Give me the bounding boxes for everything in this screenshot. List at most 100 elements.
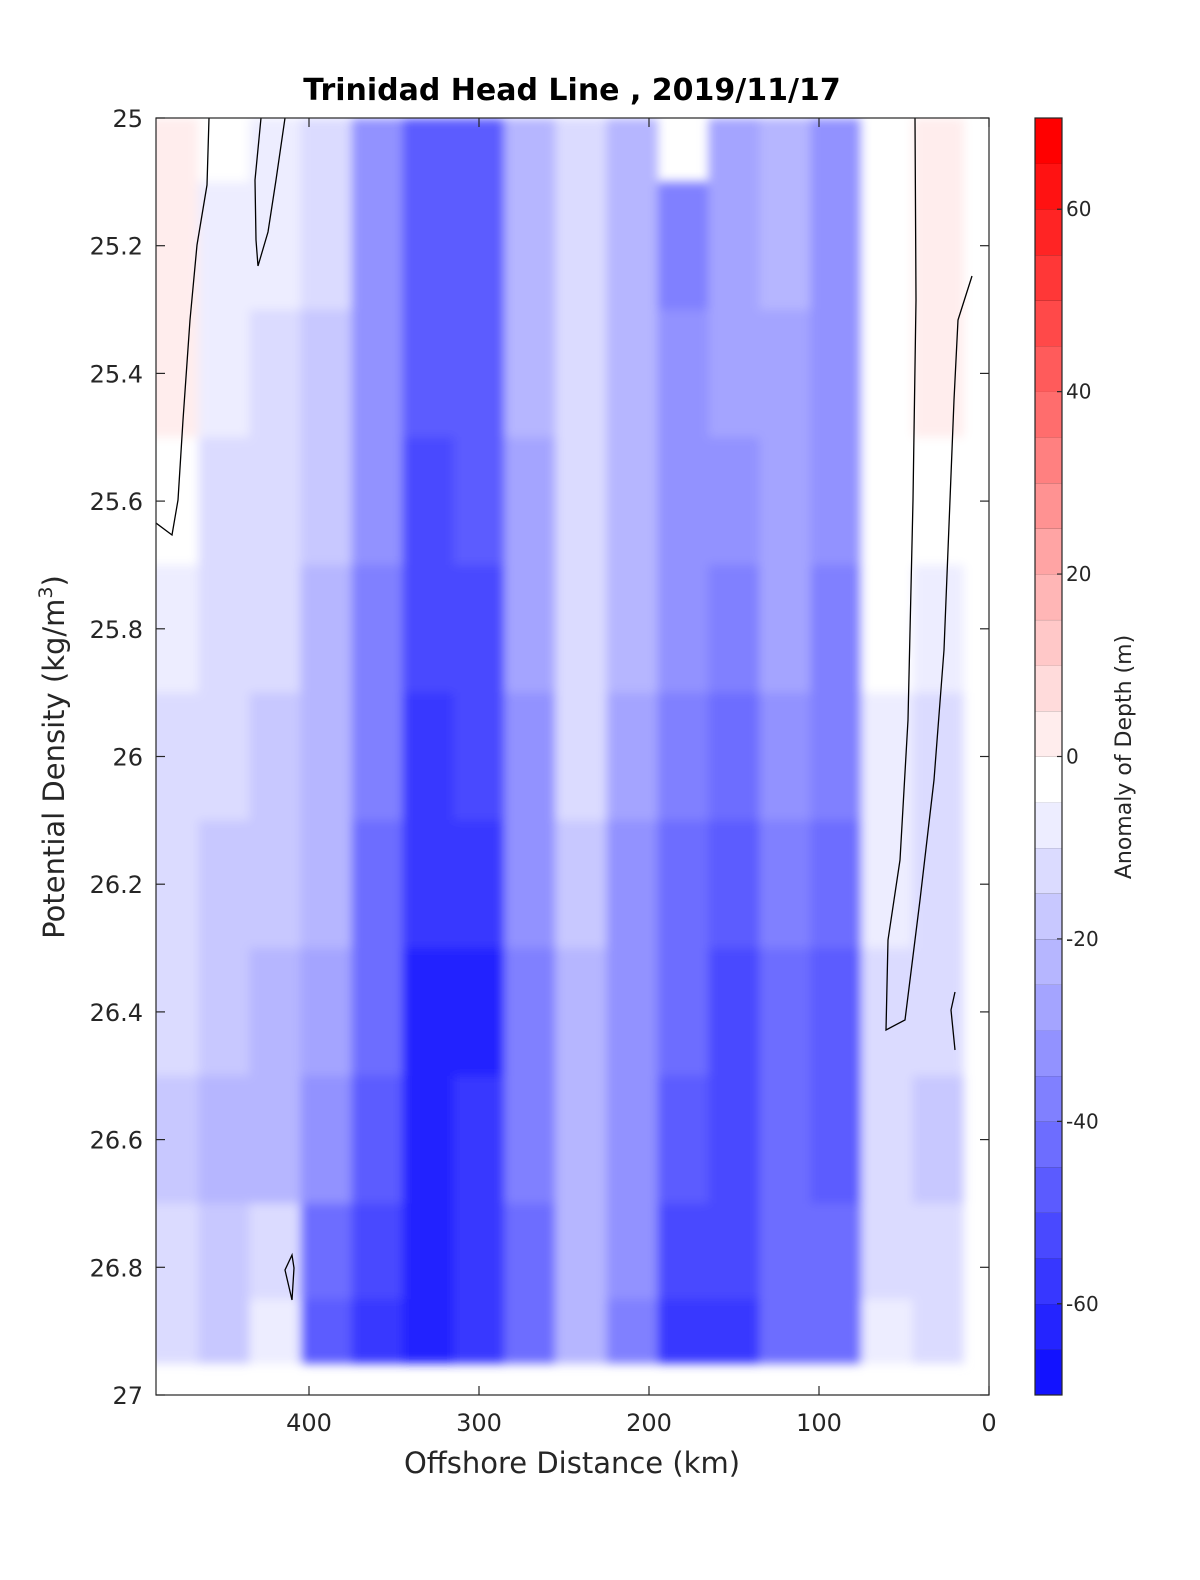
y-tick-label: 26.6 — [90, 1127, 143, 1155]
y-axis-label-end: ) — [37, 575, 71, 586]
heatmap-cell — [810, 820, 862, 949]
heatmap-cell — [249, 692, 301, 821]
heatmap-cell — [759, 564, 811, 694]
heatmap-cell — [759, 692, 811, 821]
heatmap-cell — [402, 181, 454, 311]
heatmap-cell — [453, 309, 505, 438]
heatmap-cell — [555, 181, 607, 311]
colorbar-band — [1035, 1030, 1062, 1077]
heatmap-cell — [810, 437, 862, 566]
heatmap-cell — [810, 309, 862, 438]
heatmap-cell — [810, 692, 862, 821]
colorbar-band — [1035, 847, 1062, 894]
heatmap-cell — [912, 948, 964, 1077]
colorbar-band — [1035, 1212, 1062, 1259]
heatmap-cell — [156, 181, 199, 311]
heatmap-cell — [300, 948, 352, 1077]
heatmap-cell — [555, 1075, 607, 1204]
heatmap-cell — [156, 948, 199, 1077]
heatmap-cell — [351, 1299, 403, 1364]
heatmap-cell — [402, 692, 454, 821]
heatmap-cell — [555, 118, 607, 183]
heatmap-cell — [912, 820, 964, 949]
heatmap-cell — [300, 118, 352, 183]
heatmap-cell — [912, 181, 964, 311]
heatmap-cell — [156, 692, 199, 821]
y-tick-label: 25 — [112, 105, 143, 133]
heatmap-cell — [453, 1075, 505, 1204]
heatmap-cell — [402, 437, 454, 566]
heatmap-cell — [198, 309, 250, 438]
heatmap-cell — [759, 118, 811, 183]
heatmap-cell — [861, 1075, 913, 1204]
heatmap-cell — [708, 820, 760, 949]
heatmap-cell — [249, 437, 301, 566]
heatmap-cell — [198, 948, 250, 1077]
heatmap-cell — [657, 1203, 709, 1300]
heatmap-cell — [351, 181, 403, 311]
heatmap-cell — [810, 1299, 862, 1364]
colorbar-band — [1035, 437, 1062, 484]
heatmap-cell — [912, 437, 964, 566]
heatmap-cell — [810, 1075, 862, 1204]
heatmap-cell — [759, 1075, 811, 1204]
heatmap-cell — [555, 564, 607, 694]
heatmap-cell — [861, 118, 913, 183]
colorbar-band — [1035, 619, 1062, 666]
heatmap-cell — [606, 564, 658, 694]
x-axis-ticks: 400 300 200 100 0 — [286, 118, 997, 1437]
heatmap-cell — [198, 181, 250, 311]
heatmap-cell — [912, 1203, 964, 1300]
y-tick-label: 25.8 — [90, 616, 143, 644]
heatmap-cell — [402, 1299, 454, 1364]
y-tick-label: 25.6 — [90, 488, 143, 516]
colorbar-tick-label: 40 — [1066, 380, 1091, 404]
heatmap-cell — [606, 437, 658, 566]
heatmap-cell — [555, 437, 607, 566]
heatmap-cell — [453, 181, 505, 311]
heatmap-cell — [300, 1299, 352, 1364]
heatmap-cell — [351, 309, 403, 438]
y-tick-label: 26.8 — [90, 1254, 143, 1282]
x-tick-label: 0 — [981, 1409, 996, 1437]
heatmap-cell — [759, 1203, 811, 1300]
heatmap-cell — [249, 820, 301, 949]
heatmap-cell — [810, 181, 862, 311]
colorbar-band — [1035, 1166, 1062, 1213]
heatmap-cell — [912, 1299, 964, 1364]
heatmap-cell — [708, 692, 760, 821]
heatmap-cell — [555, 1203, 607, 1300]
heatmap-cell — [504, 181, 556, 311]
heatmap-cell — [606, 1203, 658, 1300]
heatmap-cell — [657, 692, 709, 821]
heatmap-cell — [300, 309, 352, 438]
heatmap-cell — [249, 1299, 301, 1364]
heatmap-cell — [249, 118, 301, 183]
heatmap-cell — [198, 437, 250, 566]
heatmap-cell — [249, 1075, 301, 1204]
heatmap-cell — [198, 820, 250, 949]
colorbar-band — [1035, 665, 1062, 712]
colorbar-band — [1035, 710, 1062, 757]
heatmap-cell — [708, 948, 760, 1077]
heatmap-cell — [198, 118, 250, 183]
heatmap-cell — [912, 118, 964, 183]
colorbar-band — [1035, 300, 1062, 347]
heatmap-cell — [504, 309, 556, 438]
heatmap-cell — [504, 1203, 556, 1300]
heatmap-cell — [351, 437, 403, 566]
heatmap-cell — [300, 1203, 352, 1300]
heatmap-cell — [156, 820, 199, 949]
heatmap-cell — [249, 309, 301, 438]
heatmap-cell — [156, 1203, 199, 1300]
heatmap-cell — [708, 437, 760, 566]
heatmap-cell — [657, 948, 709, 1077]
heatmap-cell — [759, 309, 811, 438]
colorbar-tick-label: -40 — [1066, 1109, 1099, 1133]
y-tick-label: 27 — [112, 1382, 143, 1410]
heatmap-cell — [453, 118, 505, 183]
heatmap-cell — [912, 1075, 964, 1204]
heatmap-cell — [351, 564, 403, 694]
heatmap-cell — [657, 1075, 709, 1204]
heatmap-cell — [708, 564, 760, 694]
